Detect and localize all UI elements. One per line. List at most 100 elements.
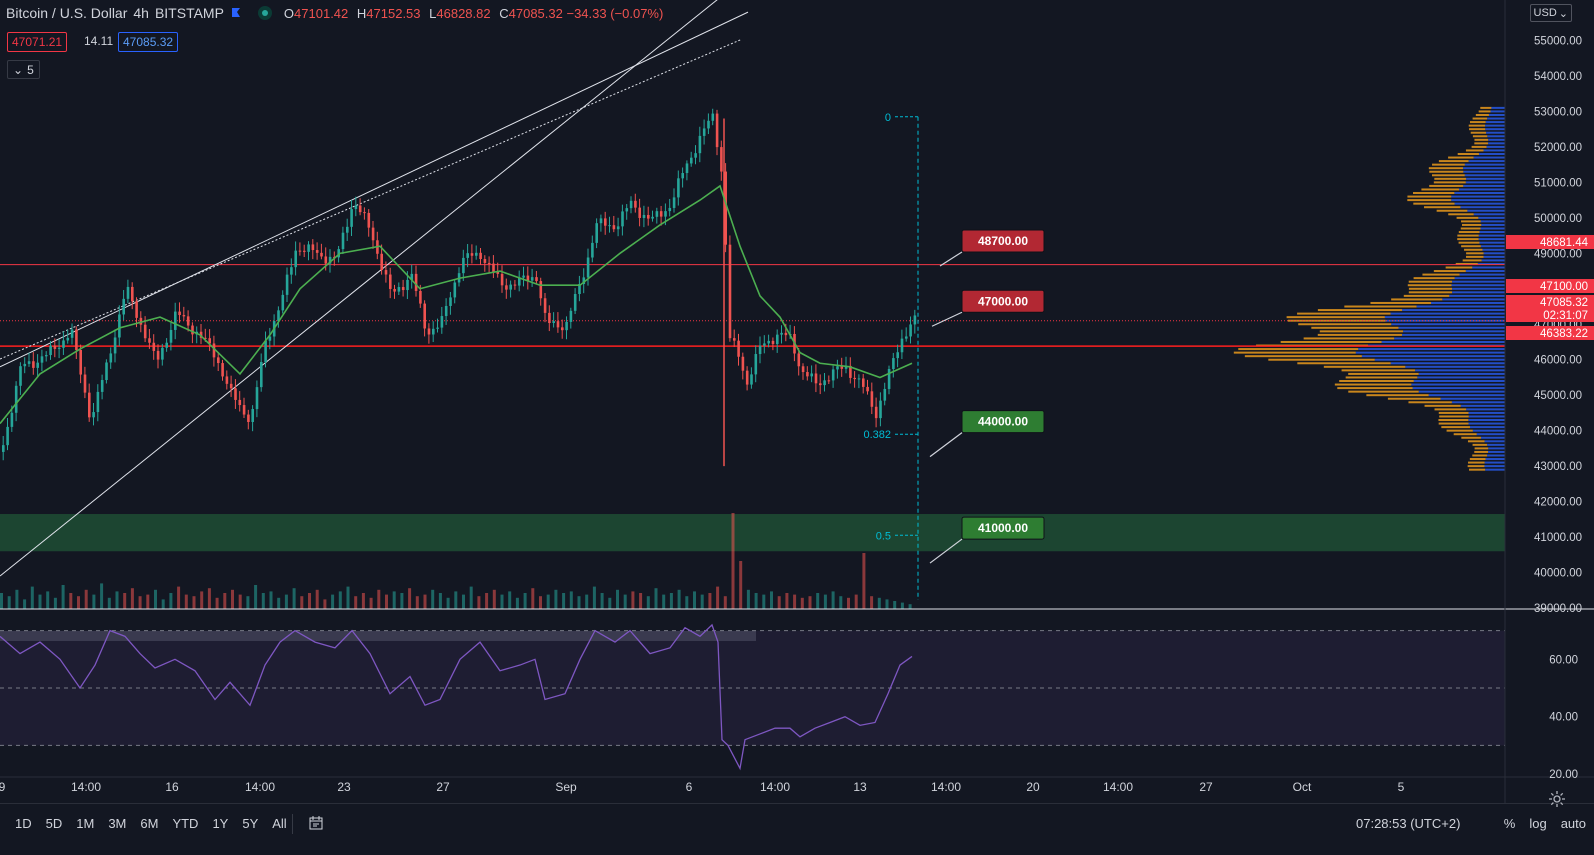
- timeframe-6m[interactable]: 6M: [140, 816, 159, 831]
- candle-body: [397, 287, 401, 292]
- candle-body: [582, 277, 586, 284]
- volume-profile-bar-up: [1478, 110, 1491, 113]
- volume-bar: [192, 596, 196, 609]
- buy-price-button[interactable]: 47085.32: [118, 32, 179, 52]
- candle-body: [45, 355, 48, 357]
- price-axis-label: 43000.00: [1534, 461, 1582, 473]
- volume-bar: [7, 596, 11, 609]
- candle-body: [836, 366, 839, 370]
- timeframe-3m[interactable]: 3M: [108, 816, 127, 831]
- annotation-pointer: [931, 311, 963, 327]
- timeframe-ytd[interactable]: YTD: [172, 816, 199, 831]
- volume-bar: [385, 594, 388, 609]
- interval-label[interactable]: 4h: [133, 5, 149, 21]
- candle-body: [109, 353, 113, 363]
- settings-gear-icon[interactable]: [1548, 790, 1566, 808]
- timeframe-1y[interactable]: 1Y: [212, 816, 229, 831]
- volume-bar: [438, 593, 442, 609]
- candle-body: [57, 347, 61, 349]
- flag-icon[interactable]: [230, 7, 242, 19]
- candle-body: [363, 212, 366, 214]
- timeframe-5y[interactable]: 5Y: [242, 816, 259, 831]
- candle-body: [720, 147, 723, 172]
- volume-profile-bar-down: [1463, 167, 1505, 170]
- volume-profile-bar-up: [1424, 206, 1461, 209]
- volume-profile-bar-up: [1280, 340, 1382, 343]
- channel-mid-line: [0, 38, 743, 360]
- time-axis-label: 14:00: [760, 780, 790, 794]
- price-axis-label: 44000.00: [1534, 426, 1582, 438]
- volume-profile-bar-down: [1358, 348, 1505, 351]
- moving-average-line: [0, 184, 913, 425]
- candle-body: [599, 218, 603, 224]
- volume-profile-bar-down: [1485, 121, 1505, 124]
- timeframe-1d[interactable]: 1D: [15, 816, 32, 831]
- candle-body: [440, 316, 444, 328]
- fib-label: 0: [885, 112, 891, 124]
- volume-profile-bar-up: [1422, 273, 1460, 276]
- volume-bar: [508, 591, 512, 609]
- volume-bar: [454, 591, 458, 609]
- candle-body: [874, 406, 878, 419]
- candle-body: [393, 288, 396, 292]
- volume-profile-bar-down: [1452, 280, 1505, 283]
- candle-body: [208, 338, 211, 344]
- candle-body: [221, 363, 224, 377]
- candle-body: [350, 209, 353, 227]
- timeframe-5d[interactable]: 5D: [45, 816, 63, 831]
- candle-body: [444, 305, 448, 317]
- volume-bar: [662, 594, 666, 609]
- candle-body: [728, 244, 732, 339]
- volume-profile-bar-down: [1403, 330, 1505, 333]
- volume-profile-bar-up: [1472, 454, 1488, 457]
- volume-profile-bar-up: [1469, 468, 1486, 471]
- volume-bar: [770, 591, 773, 609]
- volume-profile-bar-down: [1452, 287, 1505, 290]
- volume-bar: [816, 593, 820, 609]
- volume-bar: [777, 596, 781, 609]
- log-scale-toggle[interactable]: log: [1529, 816, 1547, 831]
- volume-profile-bar-up: [1429, 170, 1464, 173]
- timeframe-all[interactable]: All: [272, 816, 287, 831]
- volume-profile-bar-down: [1451, 199, 1505, 202]
- volume-profile-bar-down: [1488, 138, 1505, 141]
- volume-profile-bar-up: [1311, 326, 1399, 329]
- volume-profile-bar-up: [1432, 174, 1465, 177]
- time-axis-label: 23: [337, 780, 351, 794]
- candle-body: [552, 321, 555, 324]
- timeframe-1m[interactable]: 1M: [76, 816, 95, 831]
- volume-bar: [238, 594, 242, 609]
- candle-body: [883, 388, 887, 401]
- volume-profile-bar-up: [1470, 131, 1487, 134]
- candle-body: [771, 340, 775, 345]
- volume-profile-bar-down: [1488, 142, 1505, 145]
- volume-bar: [623, 594, 627, 609]
- sell-price-button[interactable]: 47071.21: [7, 32, 68, 52]
- indicators-collapse-button[interactable]: ⌄ 5: [7, 60, 40, 79]
- volume-bar: [716, 586, 720, 609]
- volume-bar: [92, 594, 96, 609]
- volume-profile-bar-down: [1483, 149, 1505, 152]
- clock-timezone[interactable]: 07:28:53 (UTC+2): [1356, 816, 1461, 831]
- candle-body: [156, 350, 160, 360]
- currency-select[interactable]: USD ⌄: [1529, 4, 1572, 22]
- volume-profile-bar-down: [1486, 145, 1505, 148]
- symbol-name[interactable]: Bitcoin / U.S. Dollar: [6, 5, 128, 21]
- candle-body: [53, 345, 57, 349]
- percent-scale-toggle[interactable]: %: [1503, 816, 1516, 831]
- price-tag: [1506, 308, 1594, 322]
- candle-body: [518, 277, 521, 286]
- candle-body: [784, 332, 788, 336]
- price-tag-label: 47085.32: [1540, 297, 1588, 309]
- time-axis-label: 14:00: [245, 780, 275, 794]
- exchange-label: BITSTAMP: [154, 5, 224, 21]
- volume-profile-bar-up: [1408, 291, 1453, 294]
- auto-scale-toggle[interactable]: auto: [1560, 816, 1586, 831]
- volume-bar: [523, 593, 527, 609]
- volume-profile-bar-up: [1469, 121, 1486, 124]
- volume-profile-bar-down: [1486, 131, 1505, 134]
- volume-bar: [515, 597, 519, 609]
- goto-date-icon[interactable]: [308, 815, 324, 831]
- volume-profile-bar-up: [1474, 142, 1489, 145]
